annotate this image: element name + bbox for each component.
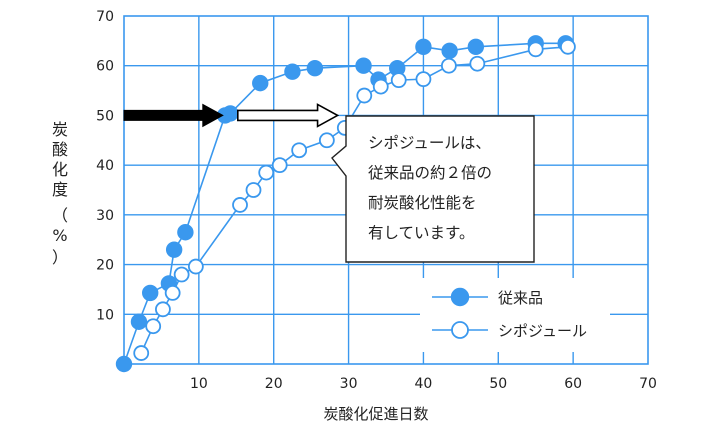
callout-line-2: 従来品の約２倍の [368, 164, 493, 182]
series-1-point [415, 38, 432, 56]
x-axis-label: 炭酸化促進日数 [323, 405, 428, 423]
series-1-point [115, 355, 133, 373]
series-1-point [467, 38, 485, 56]
series-2-point [372, 78, 389, 95]
y-tick-label: 40 [96, 158, 114, 174]
legend-label-1: 従来品 [498, 289, 543, 307]
series-2-point [155, 301, 171, 318]
series-2-point [245, 182, 262, 198]
callout-line-1: シポジュールは、 [368, 134, 491, 152]
x-tick-label: 10 [190, 376, 208, 392]
callout-line-3: 耐炭酸化性能を [368, 194, 477, 212]
series-1-point [222, 105, 239, 122]
series-2-point [173, 266, 190, 283]
series-2-point [164, 285, 181, 301]
series-1-point [355, 57, 372, 74]
legend-label-2: シポジュール [498, 322, 587, 340]
series-1-point [306, 59, 324, 77]
x-tick-label: 50 [489, 376, 507, 392]
x-tick-label: 60 [564, 376, 582, 392]
series-2-point [232, 197, 248, 213]
x-tick-label: 70 [639, 376, 657, 392]
series-1-point [284, 63, 301, 80]
x-tick-label: 40 [415, 376, 433, 392]
callout-text: シポジュールは、 従来品の約２倍の 耐炭酸化性能を 有しています。 [346, 116, 534, 262]
series-2-point [356, 87, 373, 104]
series-2-point [469, 55, 486, 72]
legend-marker-1 [450, 287, 470, 307]
series-2-point [415, 71, 432, 88]
y-tick-label: 60 [96, 59, 114, 75]
series-2-point [258, 164, 275, 181]
plot-frame [123, 15, 649, 365]
series-1-point [441, 42, 458, 59]
outline-arrow [237, 103, 340, 128]
series-1-point [252, 74, 269, 92]
series-2-point [291, 142, 308, 159]
series-2-point [145, 318, 162, 335]
series-1-point [177, 224, 194, 241]
series-1-point [130, 313, 148, 330]
series-2-point [527, 41, 544, 58]
series-1-point [165, 241, 183, 258]
y-tick-label: 30 [96, 208, 114, 224]
y-tick-label: 50 [96, 108, 114, 124]
y-tick-label: 10 [96, 307, 114, 323]
series-2-point [560, 38, 576, 55]
series-2-point [133, 345, 150, 361]
legend-marker-2 [451, 321, 469, 339]
series-2-point [271, 157, 288, 174]
series-2-point [187, 258, 204, 275]
series-2-point [390, 72, 407, 89]
y-tick-label: 70 [96, 9, 114, 25]
x-tick-label: 20 [265, 376, 283, 392]
callout-box [331, 115, 535, 263]
black-arrow [123, 103, 224, 128]
callout-line-4: 有しています。 [368, 224, 475, 242]
legend-background [420, 278, 610, 352]
y-axis-label: 炭 酸 化 度 （ % ） [51, 120, 68, 267]
series-2-point [440, 57, 457, 74]
x-tick-label: 30 [340, 376, 358, 392]
series-2-point [318, 132, 335, 149]
series-1-point [141, 284, 159, 302]
y-tick-label: 20 [96, 258, 114, 274]
